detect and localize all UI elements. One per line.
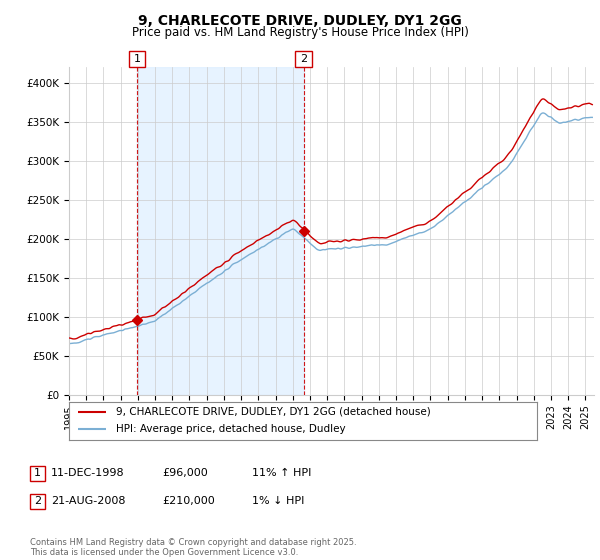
Text: £210,000: £210,000 bbox=[162, 496, 215, 506]
Text: Contains HM Land Registry data © Crown copyright and database right 2025.
This d: Contains HM Land Registry data © Crown c… bbox=[30, 538, 356, 557]
Text: 1: 1 bbox=[34, 468, 41, 478]
Text: HPI: Average price, detached house, Dudley: HPI: Average price, detached house, Dudl… bbox=[116, 424, 346, 435]
Text: 21-AUG-2008: 21-AUG-2008 bbox=[51, 496, 125, 506]
Text: 2: 2 bbox=[300, 54, 307, 64]
Text: £96,000: £96,000 bbox=[162, 468, 208, 478]
Text: 11-DEC-1998: 11-DEC-1998 bbox=[51, 468, 125, 478]
Text: 9, CHARLECOTE DRIVE, DUDLEY, DY1 2GG (detached house): 9, CHARLECOTE DRIVE, DUDLEY, DY1 2GG (de… bbox=[116, 407, 431, 417]
Text: 1: 1 bbox=[133, 54, 140, 64]
Text: Price paid vs. HM Land Registry's House Price Index (HPI): Price paid vs. HM Land Registry's House … bbox=[131, 26, 469, 39]
Text: 11% ↑ HPI: 11% ↑ HPI bbox=[252, 468, 311, 478]
Text: 2: 2 bbox=[34, 496, 41, 506]
Text: 1% ↓ HPI: 1% ↓ HPI bbox=[252, 496, 304, 506]
Text: 9, CHARLECOTE DRIVE, DUDLEY, DY1 2GG: 9, CHARLECOTE DRIVE, DUDLEY, DY1 2GG bbox=[138, 14, 462, 28]
Bar bbox=[137, 67, 304, 395]
